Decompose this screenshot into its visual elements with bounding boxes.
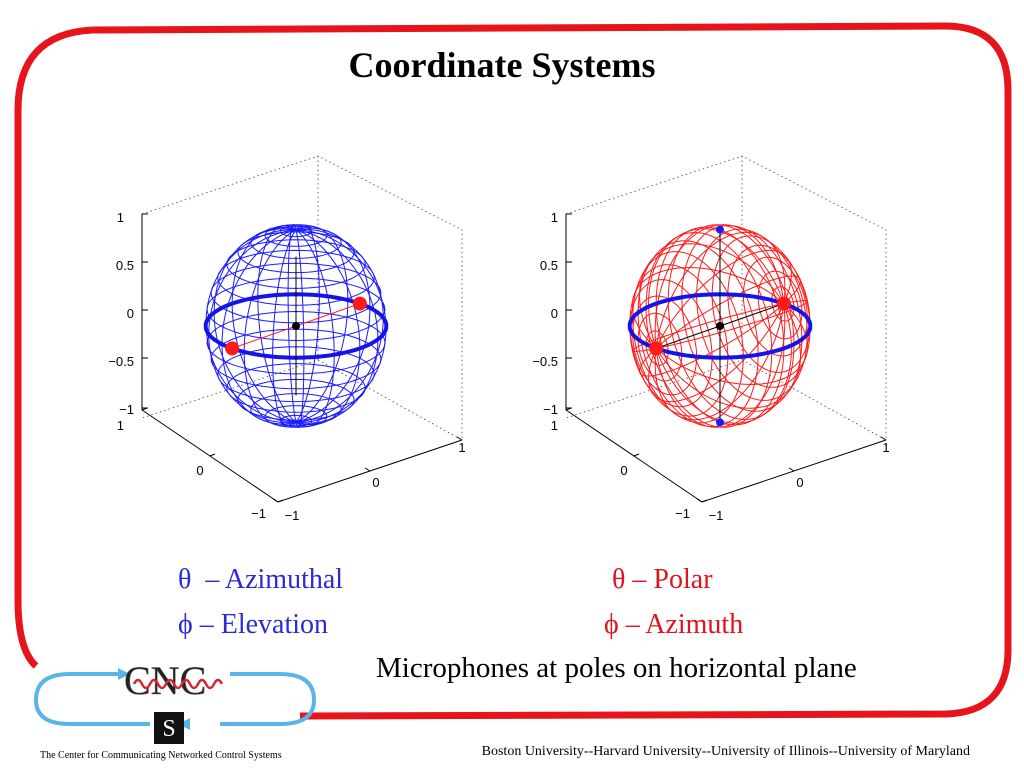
- longitude-line: [295, 229, 387, 423]
- z-tick: 0.5: [540, 258, 558, 273]
- y-tick: 1: [551, 418, 558, 433]
- cnc-logo: CNC S: [30, 656, 320, 766]
- polar-meridian: [656, 300, 809, 349]
- y-tick-mark: [701, 499, 708, 503]
- x-tick-mark: [364, 467, 371, 472]
- legend-phi-elevation: ϕ – Elevation: [178, 609, 328, 641]
- axis-box-dotted: [141, 155, 463, 441]
- microphone-point: [352, 296, 367, 311]
- legend-text: – Azimuth: [625, 609, 744, 640]
- plot-axes: [141, 155, 463, 503]
- z-tick: −0.5: [532, 354, 558, 369]
- x-tick-mark: [696, 498, 703, 503]
- y-tick-mark: [565, 407, 572, 411]
- plot-markers: [627, 225, 813, 427]
- z-tick: −1: [543, 402, 558, 417]
- x-tick: 1: [882, 440, 889, 455]
- legend-text: – Elevation: [199, 609, 329, 640]
- z-tick: 0: [127, 306, 134, 321]
- polar-meridian: [648, 303, 785, 403]
- legend-theta-azimuthal: θ – Azimuthal: [178, 564, 343, 596]
- polar-meridian: [638, 243, 785, 349]
- x-tick: −1: [285, 508, 300, 523]
- z-tick: 1: [117, 210, 124, 225]
- polar-meridian: [655, 303, 786, 428]
- axis-box-dotted: [565, 155, 887, 441]
- polar-meridian: [654, 224, 785, 349]
- sphere-plot-right: 1 0.5 0 −0.5 −1 1 0 −1 1 0 −1: [520, 150, 900, 530]
- slide-title: Coordinate Systems: [348, 45, 656, 85]
- y-tick: 1: [117, 418, 124, 433]
- z-tick: 0: [551, 306, 558, 321]
- z-tick: −1: [119, 402, 134, 417]
- x-tick: 1: [458, 440, 465, 455]
- polar-meridian: [655, 275, 802, 349]
- y-tick: −1: [251, 506, 266, 521]
- y-tick-mark: [209, 453, 216, 457]
- y-tick-mark: [277, 499, 284, 503]
- pole-point: [716, 418, 724, 427]
- polar-meridian: [648, 228, 785, 349]
- microphone-point: [225, 341, 240, 356]
- x-tick-mark: [788, 467, 795, 472]
- x-tick-mark: [456, 436, 463, 441]
- origin-point: [716, 322, 724, 330]
- pole-point: [716, 225, 724, 234]
- polar-meridian: [638, 303, 785, 377]
- polar-meridian: [655, 249, 792, 349]
- equator-line: [627, 292, 813, 360]
- logo-s-box: [154, 712, 184, 744]
- x-tick-mark: [880, 436, 887, 441]
- theta-symbol: θ: [178, 564, 192, 595]
- microphone-point: [776, 296, 791, 311]
- polar-meridian: [631, 303, 784, 352]
- legend-phi-azimuth: ϕ – Azimuth: [604, 609, 743, 641]
- polar-meridian: [655, 303, 802, 409]
- x-tick: 0: [796, 475, 803, 490]
- y-tick-mark: [633, 453, 640, 457]
- y-tick-mark: [141, 407, 148, 411]
- z-tick: 1: [551, 210, 558, 225]
- equator-line: [203, 292, 389, 360]
- x-tick: −1: [709, 508, 724, 523]
- legend-theta-polar: θ – Polar: [612, 564, 713, 596]
- theta-symbol: θ: [612, 564, 626, 595]
- microphone-point: [649, 341, 664, 356]
- longitude-line: [205, 229, 297, 423]
- plot-axes: [565, 155, 887, 503]
- sphere-plot-right-svg: 1 0.5 0 −0.5 −1 1 0 −1 1 0 −1: [532, 155, 890, 523]
- y-tick: 0: [196, 463, 203, 478]
- logo-caption: The Center for Communicating Networked C…: [40, 750, 282, 761]
- origin-point: [292, 322, 300, 330]
- legend-text: – Azimuthal: [205, 564, 344, 595]
- x-tick: 0: [372, 475, 379, 490]
- y-tick: −1: [675, 506, 690, 521]
- logo-s-letter: S: [162, 716, 175, 742]
- slide-caption: Microphones at poles on horizontal plane: [376, 652, 857, 684]
- z-tick: 0.5: [116, 258, 134, 273]
- x-tick-mark: [272, 498, 279, 503]
- phi-symbol: ϕ: [604, 609, 619, 640]
- sphere-plot-left-svg: 1 0.5 0 −0.5 −1 1 0 −1 1 0 −1: [108, 155, 466, 523]
- polar-meridian: [655, 303, 792, 424]
- longitude-line: [295, 229, 335, 428]
- plot-markers: [203, 256, 389, 396]
- cnc-logo-graphic: CNC S: [33, 658, 317, 744]
- longitude-line: [257, 224, 297, 423]
- legend-text: – Polar: [632, 564, 713, 595]
- z-tick: −0.5: [108, 354, 134, 369]
- y-tick: 0: [620, 463, 627, 478]
- sphere-plot-left: 1 0.5 0 −0.5 −1 1 0 −1 1 0 −1: [96, 150, 476, 530]
- footer-universities: Boston University--Harvard University--U…: [481, 744, 970, 759]
- phi-symbol: ϕ: [178, 609, 193, 640]
